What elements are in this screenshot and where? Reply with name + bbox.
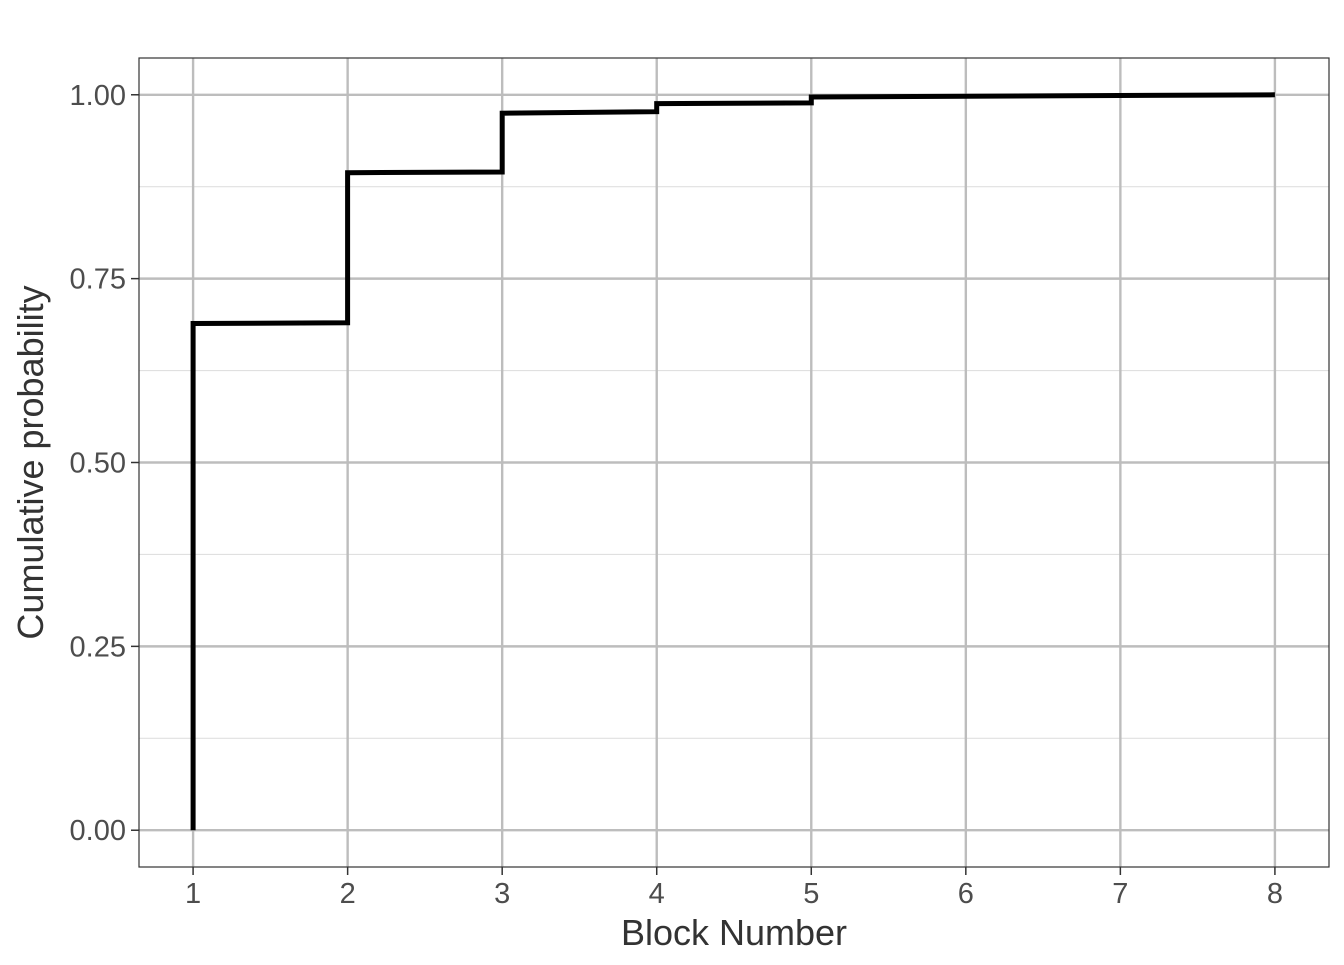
major-gridlines — [139, 58, 1329, 867]
series-layer — [190, 92, 1275, 831]
y-tick-label: 0.75 — [70, 264, 126, 296]
cdf-step-line — [190, 92, 1275, 831]
y-tick-label: 0.25 — [70, 631, 126, 663]
y-tick-label: 1.00 — [70, 80, 126, 112]
x-tick-label: 4 — [649, 878, 665, 910]
x-tick-label: 2 — [340, 878, 356, 910]
x-tick-label: 6 — [958, 878, 974, 910]
y-axis-ticks: 0.00 0.25 0.50 0.75 1.00 — [70, 80, 139, 847]
x-tick-label: 7 — [1112, 878, 1128, 910]
x-axis-title: Block Number — [621, 912, 847, 953]
minor-gridlines — [139, 186, 1329, 739]
x-tick-label: 1 — [185, 878, 201, 910]
y-axis-title: Cumulative probability — [10, 285, 51, 639]
y-tick-label: 0.00 — [70, 815, 126, 847]
x-tick-label: 8 — [1267, 878, 1283, 910]
x-tick-label: 3 — [494, 878, 510, 910]
x-tick-label: 5 — [803, 878, 819, 910]
x-axis-ticks: 1 2 3 4 5 6 7 8 — [185, 867, 1283, 910]
y-tick-label: 0.50 — [70, 448, 126, 480]
